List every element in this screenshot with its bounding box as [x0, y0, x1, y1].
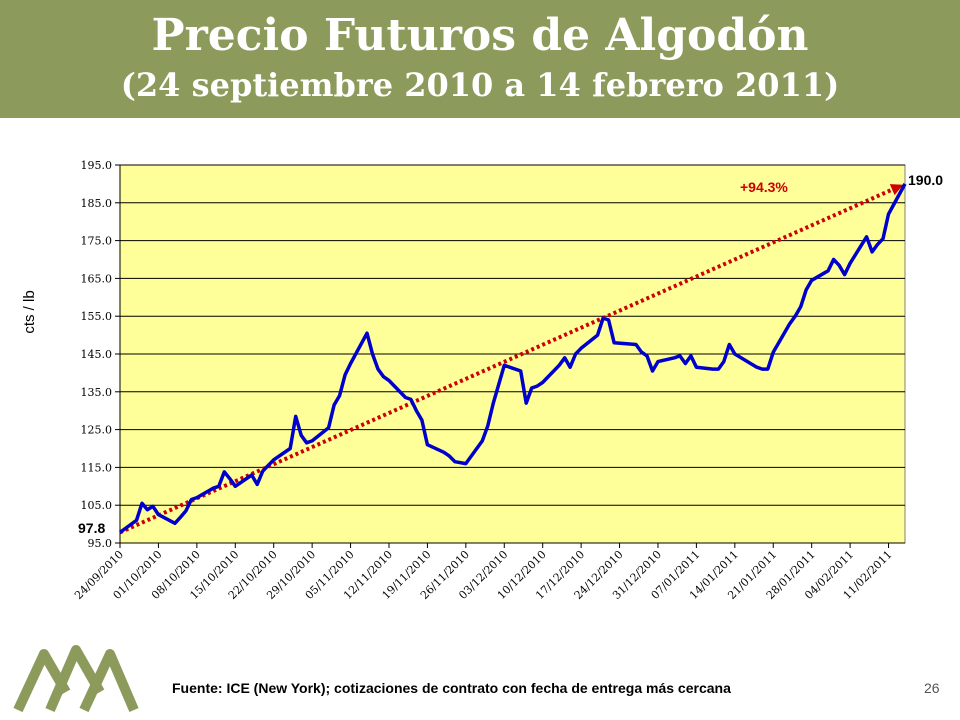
- y-tick-label: 185.0: [81, 197, 113, 210]
- y-tick-label: 95.0: [88, 537, 113, 550]
- price-series-line: [118, 183, 907, 534]
- page-number: 26: [924, 680, 940, 696]
- y-tick-label: 145.0: [81, 348, 113, 361]
- source-note: Fuente: ICE (New York); cotizaciones de …: [172, 680, 731, 696]
- page-subtitle: (24 septiembre 2010 a 14 febrero 2011): [120, 66, 840, 104]
- y-tick-label: 105.0: [81, 499, 113, 512]
- y-tick-label: 135.0: [81, 386, 113, 399]
- y-axis-ticks: 95.0 105.0 115.0 125.0 135.0 145.0 155.0 165.0 1…: [81, 159, 120, 550]
- y-axis-label: cts / lb: [21, 290, 38, 333]
- end-value-label: 190.0: [908, 172, 943, 188]
- price-chart: 95.0 105.0 115.0 125.0 135.0 145.0 155.0 165.0 1…: [21, 159, 943, 602]
- y-tick-label: 125.0: [81, 424, 113, 437]
- y-tick-label: 155.0: [81, 310, 113, 323]
- y-tick-label: 175.0: [81, 235, 113, 248]
- trend-arrow: [889, 184, 904, 196]
- y-tick-label: 165.0: [81, 272, 113, 285]
- start-value-label: 97.8: [78, 520, 105, 536]
- trend-change-label: +94.3%: [740, 179, 788, 195]
- y-tick-label: 195.0: [81, 159, 113, 172]
- x-axis-ticks: 24/09/201001/10/201008/10/201015/10/2010…: [72, 543, 895, 602]
- page-title: Precio Futuros de Algodón: [151, 10, 809, 61]
- title-banner: Precio Futuros de Algodón (24 septiembre…: [0, 0, 960, 118]
- y-tick-label: 115.0: [81, 461, 113, 474]
- organization-logo: [13, 645, 139, 713]
